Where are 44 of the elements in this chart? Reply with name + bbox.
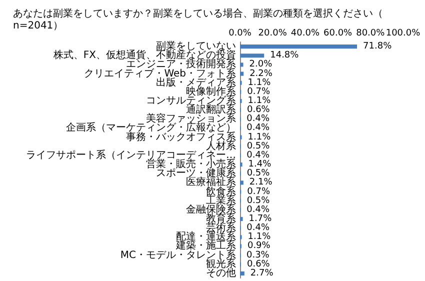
data-label: 0.9% — [247, 241, 271, 252]
data-label: 0.5% — [246, 196, 270, 206]
bar — [240, 271, 244, 276]
data-label: 0.5% — [246, 168, 270, 179]
y-tick-label: 人材系 — [206, 140, 236, 152]
data-label: 0.4% — [246, 123, 270, 134]
data-label: 1.1% — [248, 132, 272, 142]
bar — [240, 54, 264, 58]
y-tick-label: 飲食系 — [206, 185, 236, 198]
data-label: 1.4% — [248, 160, 272, 170]
y-tick-label: 金融保険系 — [186, 203, 236, 216]
bar — [240, 216, 243, 222]
data-label: 1.1% — [248, 78, 272, 88]
data-label: 0.7% — [247, 86, 270, 97]
y-tick-label: 観光系 — [206, 258, 236, 270]
y-tick-label: 映像制作系 — [186, 85, 236, 98]
data-label: 0.4% — [246, 114, 270, 124]
data-label: 71.8% — [363, 42, 392, 52]
data-label: 0.4% — [246, 150, 270, 160]
data-label: 1.1% — [248, 96, 272, 106]
data-label: 1.1% — [248, 232, 272, 242]
data-label: 0.6% — [246, 105, 270, 116]
data-label: 0.6% — [246, 259, 270, 270]
y-tick-label: 教育系 — [206, 212, 236, 224]
x-tick-label: 40.0% — [290, 28, 320, 38]
data-label: 0.4% — [246, 204, 270, 215]
data-label: 2.2% — [250, 68, 273, 79]
data-label: 14.8% — [270, 50, 300, 61]
data-label: 0.5% — [246, 141, 270, 152]
x-tick-label: 60.0% — [324, 28, 353, 38]
bar — [240, 72, 244, 76]
data-label: 2.1% — [249, 178, 273, 188]
data-label: 1.7% — [248, 214, 272, 224]
x-tick-label: 100.0% — [386, 28, 421, 38]
data-label: 2.7% — [250, 268, 274, 278]
bar — [240, 62, 244, 67]
data-label: 0.7% — [247, 186, 270, 197]
data-label: 2.0% — [249, 60, 273, 70]
x-tick-label: 80.0% — [356, 28, 386, 38]
bar — [240, 180, 244, 185]
data-label: 0.3% — [246, 250, 270, 260]
bar — [240, 44, 358, 49]
data-label: 0.4% — [246, 223, 270, 234]
x-tick-label: 20.0% — [258, 28, 288, 38]
